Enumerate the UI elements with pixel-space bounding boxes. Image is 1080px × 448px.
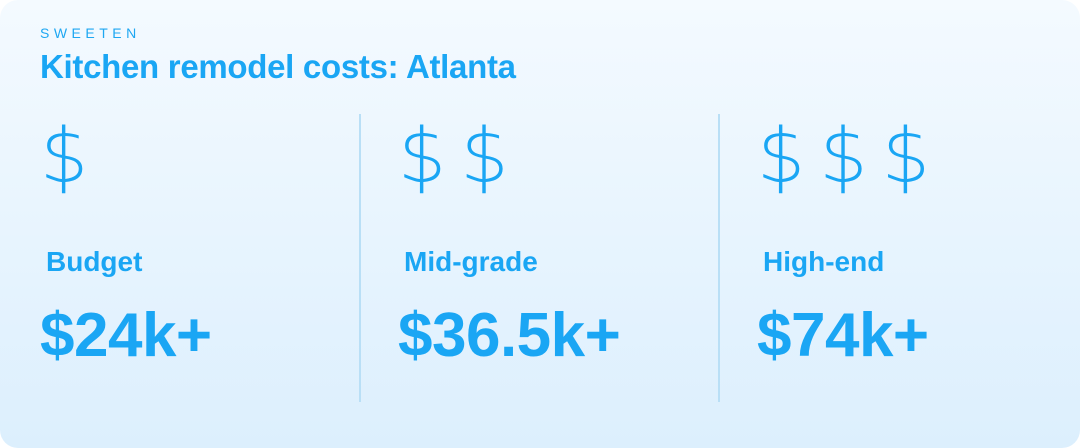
tier-icons: $ [40, 118, 340, 228]
tier-icons: $ $ [398, 118, 698, 228]
tier-icons: $ $ $ [757, 118, 1057, 228]
tier-price: $24k+ [40, 301, 212, 370]
tier-label: Mid-grade [404, 246, 538, 277]
dollar-icon: $ [881, 111, 931, 200]
dollar-icon: $ [398, 111, 447, 200]
tier-budget: $ Budget $24k+ [40, 118, 340, 408]
dollar-icon: $ [819, 111, 868, 200]
dollar-icon: $ [757, 111, 806, 200]
dollar-icon: $ [40, 111, 89, 200]
dollar-icon: $ [460, 111, 509, 200]
tier-label: High-end [763, 246, 885, 277]
divider [718, 114, 720, 402]
tier-price: $74k+ [757, 301, 929, 370]
page-title: Kitchen remodel costs: Atlanta [40, 48, 516, 85]
tier-high-end: $ $ $ High-end $74k+ [757, 118, 1057, 408]
tier-label: Budget [46, 246, 143, 277]
divider [359, 114, 361, 402]
tier-mid-grade: $ $ Mid-grade $36.5k+ [398, 118, 698, 408]
tier-price: $36.5k+ [398, 301, 621, 370]
brand-logo-text: SWEETEN [40, 25, 141, 41]
